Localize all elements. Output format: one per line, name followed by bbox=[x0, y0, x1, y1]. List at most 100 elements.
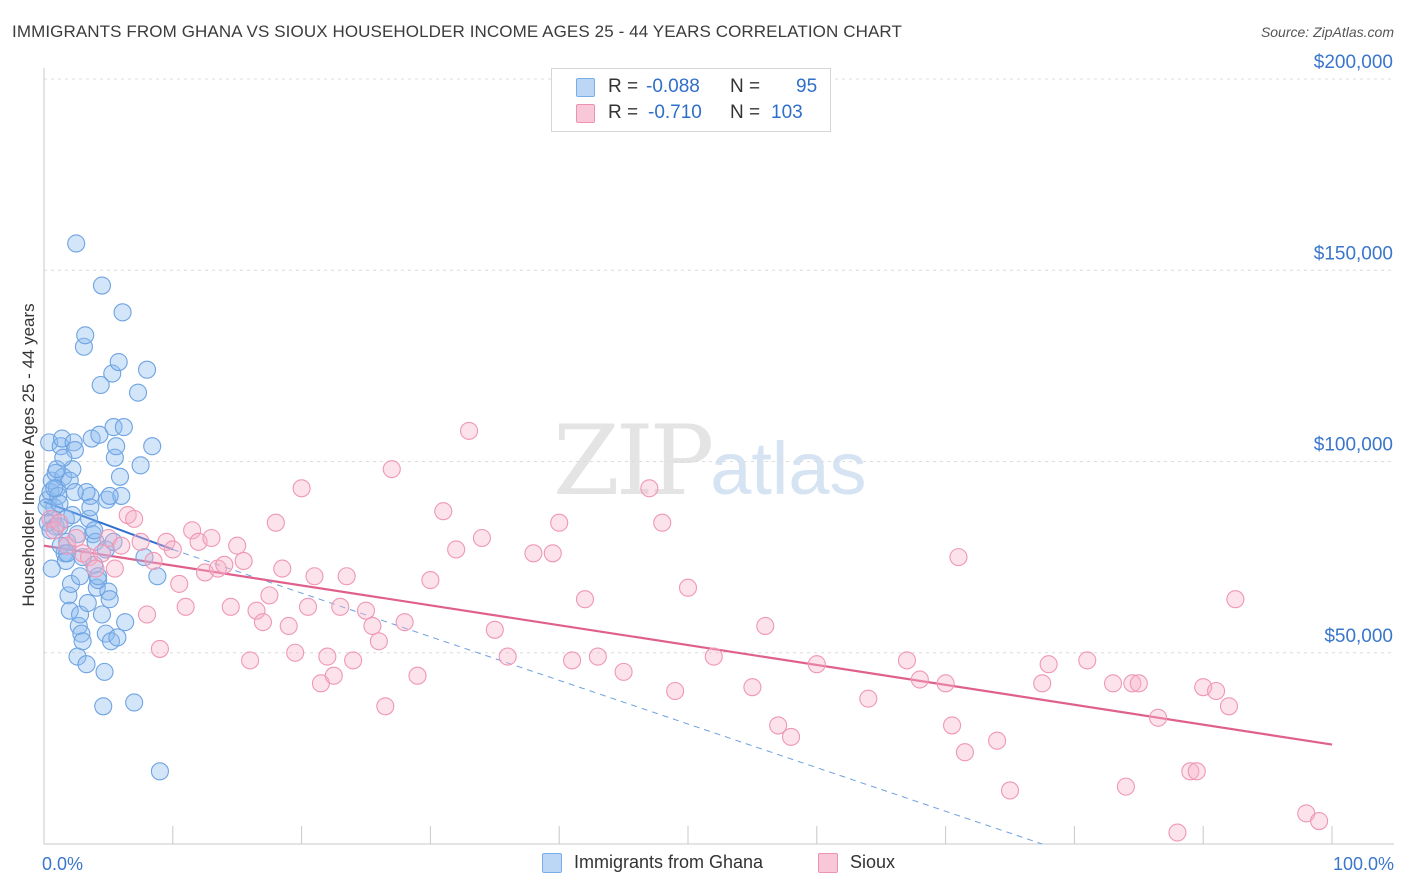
sioux-point bbox=[105, 559, 124, 578]
sioux-point bbox=[563, 651, 582, 670]
sioux-point bbox=[144, 551, 163, 571]
ghana-point bbox=[47, 460, 66, 479]
ghana-point bbox=[107, 437, 126, 456]
ghana-point bbox=[135, 548, 154, 567]
sioux-point bbox=[859, 689, 878, 708]
ghana-point bbox=[95, 662, 114, 681]
sioux-point bbox=[286, 643, 305, 662]
y-tick-label: $100,000 bbox=[1314, 435, 1393, 456]
sioux-point bbox=[1123, 674, 1142, 693]
ghana-point bbox=[76, 326, 95, 345]
legend-n-label: N = bbox=[730, 76, 761, 97]
legend-n-value: 103 bbox=[771, 102, 803, 123]
sioux-point bbox=[221, 597, 240, 616]
ghana-point bbox=[71, 567, 90, 586]
bottom-legend-label-sioux: Sioux bbox=[850, 852, 896, 872]
ghana-point bbox=[60, 601, 79, 620]
y-tick-label: $200,000 bbox=[1314, 52, 1393, 73]
sioux-point bbox=[337, 567, 356, 586]
legend-r-value: -0.710 bbox=[648, 102, 702, 123]
sioux-point bbox=[781, 727, 801, 746]
sioux-point bbox=[1149, 708, 1168, 727]
ghana-point bbox=[90, 425, 109, 444]
ghana-point bbox=[61, 574, 81, 593]
legend-swatch-ghana bbox=[576, 77, 595, 97]
ghana-point bbox=[110, 467, 130, 486]
sioux-point bbox=[936, 674, 955, 693]
ghana-point bbox=[80, 509, 99, 528]
ghana-point bbox=[108, 628, 127, 647]
sioux-point bbox=[653, 513, 672, 532]
ghana-point bbox=[73, 548, 92, 567]
sioux-point bbox=[743, 678, 762, 697]
sioux-point bbox=[1033, 674, 1052, 693]
bottom-legend-ghana: Immigrants from Ghana bbox=[542, 852, 763, 873]
sioux-point bbox=[331, 597, 350, 616]
ghana-point bbox=[131, 456, 150, 475]
ghana-point bbox=[109, 352, 128, 372]
ghana-point bbox=[128, 383, 148, 402]
y-tick-label: $150,000 bbox=[1314, 243, 1393, 264]
sioux-point bbox=[1078, 651, 1097, 670]
sioux-point bbox=[363, 616, 382, 636]
sioux-point bbox=[170, 574, 189, 593]
sioux-point bbox=[1103, 674, 1123, 693]
legend-n-value: 95 bbox=[796, 76, 818, 97]
sioux-point bbox=[58, 536, 77, 555]
ghana-point bbox=[91, 375, 110, 395]
ghana-point bbox=[67, 234, 86, 253]
watermark: ZIPatlas bbox=[553, 405, 867, 517]
ghana-point bbox=[85, 521, 104, 540]
ghana-point bbox=[114, 418, 133, 437]
sioux-point bbox=[1181, 762, 1200, 781]
sioux-point bbox=[459, 421, 479, 440]
bottom-legend-swatch-ghana bbox=[542, 852, 562, 873]
ghana-point bbox=[58, 544, 77, 563]
sioux-point bbox=[318, 647, 337, 666]
sioux-point bbox=[756, 616, 775, 636]
ghana-point bbox=[92, 605, 112, 624]
sioux-point bbox=[395, 613, 414, 632]
sioux-point bbox=[163, 540, 182, 559]
sioux-point bbox=[369, 632, 388, 651]
ghana-point bbox=[78, 593, 97, 613]
bottom-legend-swatch-sioux bbox=[818, 852, 838, 873]
sioux-point bbox=[614, 662, 633, 681]
sioux-point bbox=[1000, 781, 1020, 800]
sioux-point bbox=[86, 559, 105, 578]
sioux-point bbox=[247, 601, 266, 620]
ghana-point bbox=[51, 536, 70, 555]
x-tick-label-max: 100.0% bbox=[1333, 854, 1394, 874]
ghana-point bbox=[100, 486, 119, 505]
ghana-point bbox=[92, 276, 112, 295]
ghana-point bbox=[42, 559, 61, 578]
sioux-point bbox=[202, 528, 221, 548]
sioux-point bbox=[485, 620, 504, 639]
ghana-point bbox=[116, 613, 135, 632]
ghana-point bbox=[94, 697, 113, 716]
sioux-point bbox=[472, 528, 491, 548]
sioux-point bbox=[273, 559, 292, 578]
sioux-point bbox=[344, 651, 363, 670]
sioux-point bbox=[1226, 590, 1245, 609]
sioux-point bbox=[376, 697, 395, 716]
sioux-point bbox=[324, 666, 343, 685]
ghana-point bbox=[113, 303, 132, 322]
sioux-point bbox=[1219, 697, 1239, 716]
sioux-point bbox=[356, 601, 376, 620]
sioux-point bbox=[421, 571, 440, 590]
ghana-point bbox=[89, 571, 108, 590]
sioux-point bbox=[260, 586, 279, 605]
sioux-point bbox=[157, 532, 176, 551]
ghana-point bbox=[148, 567, 167, 586]
legend-n-label: N = bbox=[730, 102, 761, 123]
y-axis-title: Householder Income Ages 25 - 44 years bbox=[19, 303, 38, 606]
sioux-point bbox=[253, 613, 273, 632]
sioux-point bbox=[550, 513, 569, 532]
sioux-point bbox=[575, 590, 595, 609]
ghana-point bbox=[60, 471, 79, 490]
ghana-point bbox=[77, 655, 96, 674]
sioux-point bbox=[942, 716, 962, 735]
sioux-point bbox=[67, 528, 86, 548]
